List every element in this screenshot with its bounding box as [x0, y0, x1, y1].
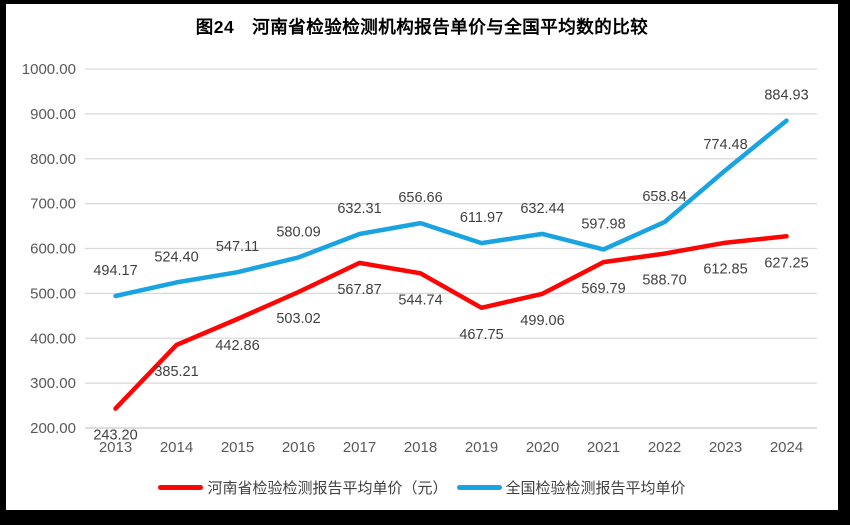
series-line — [113, 234, 789, 411]
y-axis-tick-label: 400.00 — [30, 330, 76, 347]
data-label: 544.74 — [398, 292, 442, 308]
y-axis-tick-label: 900.00 — [30, 106, 76, 123]
chart-legend: 河南省检验检测报告平均单价（元） 全国检验检测报告平均单价 — [6, 477, 838, 498]
frame-border-right — [838, 0, 850, 525]
data-label: 567.87 — [337, 282, 381, 298]
legend-label-henan: 河南省检验检测报告平均单价（元） — [207, 480, 448, 497]
data-label: 611.97 — [460, 210, 503, 226]
x-axis-tick-label: 2022 — [648, 439, 681, 456]
frame-border-left — [0, 0, 6, 525]
data-label: 503.02 — [276, 311, 320, 327]
y-axis-tick-label: 700.00 — [30, 196, 76, 213]
series-line — [113, 118, 789, 299]
data-label: 580.09 — [276, 224, 320, 240]
data-label: 243.20 — [93, 428, 137, 444]
x-axis-tick-label: 2024 — [770, 439, 803, 456]
y-axis-tick-label: 800.00 — [30, 151, 76, 168]
data-label: 499.06 — [520, 313, 564, 329]
legend-item-national: 全国检验检测报告平均单价 — [456, 477, 686, 498]
data-label: 442.86 — [215, 338, 259, 354]
frame-border-top — [0, 0, 850, 4]
data-label: 467.75 — [459, 327, 503, 343]
x-axis-tick-label: 2019 — [465, 439, 498, 456]
data-label: 588.70 — [642, 273, 686, 289]
x-axis-tick-label: 2013 — [99, 439, 132, 456]
x-axis-tick-label: 2017 — [343, 439, 376, 456]
data-label: 547.11 — [216, 239, 259, 255]
x-axis-tick-label: 2016 — [282, 439, 315, 456]
data-label: 524.40 — [154, 249, 198, 265]
data-label: 632.31 — [337, 201, 381, 217]
data-label: 494.17 — [93, 263, 137, 279]
data-label: 774.48 — [703, 137, 747, 153]
x-axis-tick-label: 2018 — [404, 439, 437, 456]
x-axis-tick-label: 2023 — [709, 439, 742, 456]
data-label: 656.66 — [398, 190, 442, 206]
frame-border-bottom — [0, 510, 850, 525]
y-axis-tick-label: 200.00 — [30, 420, 76, 437]
legend-item-henan: 河南省检验检测报告平均单价（元） — [158, 477, 448, 498]
y-axis-tick-label: 500.00 — [30, 285, 76, 302]
data-label: 385.21 — [154, 364, 198, 380]
data-label: 597.98 — [581, 216, 625, 232]
data-label: 884.93 — [764, 88, 808, 104]
legend-line-sample-red — [158, 485, 204, 490]
data-label: 627.25 — [764, 255, 808, 271]
x-axis-tick-label: 2020 — [526, 439, 559, 456]
chart-title: 图24 河南省检验检测机构报告单价与全国平均数的比较 — [195, 17, 649, 37]
y-axis-tick-label: 1000.00 — [22, 61, 76, 78]
x-axis-tick-label: 2014 — [160, 439, 193, 456]
data-label: 569.79 — [581, 281, 625, 297]
y-axis-tick-label: 600.00 — [30, 241, 76, 258]
data-label: 658.84 — [642, 189, 686, 205]
x-axis-tick-label: 2015 — [221, 439, 254, 456]
legend-line-sample-blue — [456, 485, 502, 490]
legend-label-national: 全国检验检测报告平均单价 — [505, 480, 686, 497]
x-axis-tick-label: 2021 — [587, 439, 620, 456]
y-axis-tick-label: 300.00 — [30, 375, 76, 392]
data-label: 612.85 — [703, 262, 747, 278]
data-label: 632.44 — [520, 201, 564, 217]
